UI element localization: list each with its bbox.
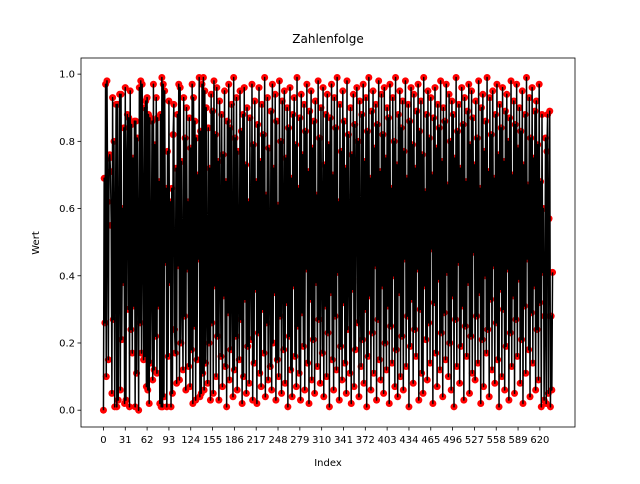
x-tick-label: 558 bbox=[487, 435, 506, 446]
x-tick-label: 434 bbox=[399, 435, 418, 446]
y-tick-label: 0.0 bbox=[59, 406, 75, 417]
x-tick-label: 279 bbox=[290, 435, 309, 446]
x-tick-label: 620 bbox=[530, 435, 549, 446]
x-tick-label: 93 bbox=[163, 435, 176, 446]
x-tick-label: 248 bbox=[268, 435, 287, 446]
chart-title: Zahlenfolge bbox=[292, 32, 363, 46]
y-tick-label: 0.8 bbox=[59, 137, 75, 148]
x-tick-label: 217 bbox=[247, 435, 266, 446]
x-tick-label: 62 bbox=[141, 435, 154, 446]
y-tick-label: 0.2 bbox=[59, 338, 75, 349]
x-tick-label: 372 bbox=[356, 435, 375, 446]
y-tick-label: 1.0 bbox=[59, 70, 75, 81]
y-axis-label: Wert bbox=[31, 231, 42, 255]
y-tick-label: 0.4 bbox=[59, 271, 75, 282]
data-line bbox=[102, 76, 554, 411]
x-tick-label: 310 bbox=[312, 435, 331, 446]
y-tick-label: 0.6 bbox=[59, 204, 75, 215]
x-tick-label: 0 bbox=[100, 435, 106, 446]
x-tick-label: 527 bbox=[465, 435, 484, 446]
x-tick-label: 589 bbox=[509, 435, 528, 446]
x-tick-label: 341 bbox=[334, 435, 353, 446]
axes-frame bbox=[80, 57, 576, 428]
x-tick-label: 403 bbox=[378, 435, 397, 446]
x-tick-label: 465 bbox=[421, 435, 440, 446]
x-tick-label: 31 bbox=[119, 435, 132, 446]
x-tick-label: 186 bbox=[225, 435, 244, 446]
x-axis-label: Index bbox=[314, 458, 342, 469]
x-tick-label: 124 bbox=[181, 435, 200, 446]
x-tick-label: 155 bbox=[203, 435, 222, 446]
plot-area bbox=[99, 73, 557, 414]
x-tick-label: 496 bbox=[443, 435, 462, 446]
